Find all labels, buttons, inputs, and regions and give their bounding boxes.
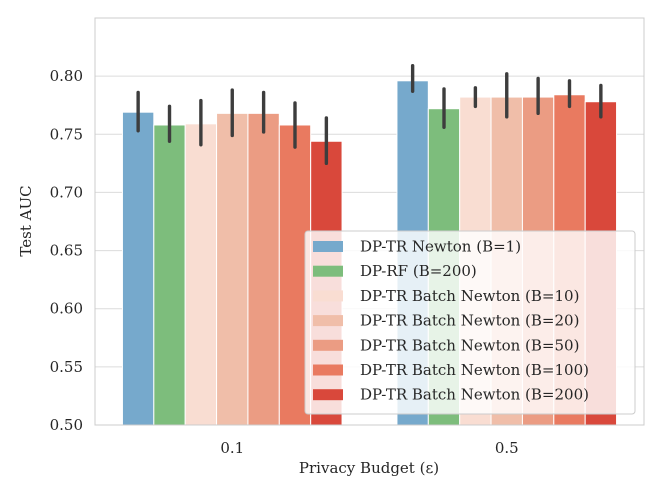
y-tick-label: 0.65 xyxy=(50,242,83,260)
y-tick-label: 0.60 xyxy=(50,300,83,318)
legend-label: DP-RF (B=200) xyxy=(360,262,477,280)
x-axis-label: Privacy Budget (ε) xyxy=(299,459,439,477)
bar xyxy=(184,123,218,426)
x-tick-label: 0.5 xyxy=(495,439,519,457)
legend-label: DP-TR Batch Newton (B=100) xyxy=(360,361,589,379)
legend-swatch xyxy=(313,339,343,351)
legend-swatch xyxy=(313,265,343,277)
y-tick-labels: 0.50 0.55 0.60 0.65 0.70 0.75 0.80 xyxy=(50,67,83,434)
bar xyxy=(153,124,186,426)
legend-swatch xyxy=(313,364,343,376)
y-tick-label: 0.80 xyxy=(50,67,83,85)
legend-swatch xyxy=(313,290,343,302)
bar xyxy=(121,111,155,426)
legend-swatch xyxy=(313,389,343,401)
y-tick-label: 0.50 xyxy=(50,416,83,434)
y-tick-label: 0.75 xyxy=(50,125,83,143)
legend-label: DP-TR Batch Newton (B=10) xyxy=(360,287,579,305)
bar xyxy=(216,112,249,426)
y-tick-label: 0.55 xyxy=(50,358,83,376)
x-tick-label: 0.1 xyxy=(220,439,244,457)
legend-swatch xyxy=(313,241,343,252)
bar xyxy=(247,112,280,426)
y-tick-label: 0.70 xyxy=(50,183,83,201)
plot-frame xyxy=(94,17,645,426)
legend-swatch xyxy=(313,315,343,327)
legend-label: DP-TR Newton (B=1) xyxy=(360,238,521,256)
legend-label: DP-TR Batch Newton (B=50) xyxy=(360,336,579,354)
x-tick-labels: 0.1 0.5 xyxy=(220,439,518,457)
y-axis-label: Test AUC xyxy=(17,185,35,256)
legend-label: DP-TR Batch Newton (B=200) xyxy=(360,386,589,404)
legend: DP-TR Newton (B=1) DP-RF (B=200) DP-TR Bat… xyxy=(304,230,636,415)
legend-label: DP-TR Batch Newton (B=20) xyxy=(360,312,579,330)
legend-frame xyxy=(304,230,636,415)
error-bars xyxy=(136,63,603,166)
